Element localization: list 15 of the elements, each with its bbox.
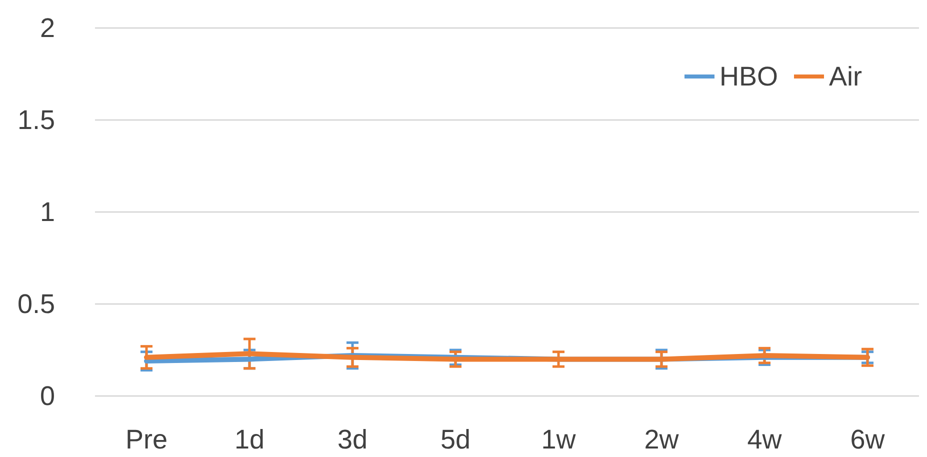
x-tick-label: 4w [747, 424, 782, 454]
x-tick-label: 1w [541, 424, 576, 454]
x-tick-label: 6w [850, 424, 886, 454]
y-tick-label: 0 [40, 381, 55, 411]
x-tick-label: Pre [125, 424, 168, 454]
y-tick-label: 2 [40, 13, 55, 43]
legend-label: Air [829, 62, 862, 92]
x-tick-label: 1d [234, 424, 265, 454]
y-tick-label: 1 [40, 197, 55, 227]
x-tick-label: 3d [337, 424, 368, 454]
y-tick-label: 1.5 [17, 105, 55, 135]
legend-label: HBO [719, 62, 778, 92]
x-tick-label: 2w [644, 424, 680, 454]
x-tick-label: 5d [440, 424, 471, 454]
y-tick-label: 0.5 [17, 289, 55, 319]
